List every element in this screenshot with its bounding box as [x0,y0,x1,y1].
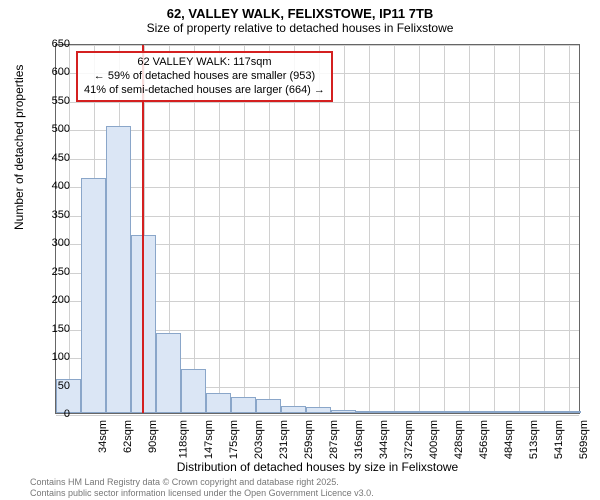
x-tick-label: 118sqm [177,420,189,458]
x-tick-label: 456sqm [478,420,490,459]
gridline-h [56,45,579,46]
x-tick-label: 231sqm [278,420,290,459]
footer-line1: Contains HM Land Registry data © Crown c… [30,477,374,487]
y-tick-label: 200 [30,294,70,306]
histogram-bar [381,411,406,413]
histogram-bar [231,397,256,413]
histogram-bar [281,406,306,413]
plot-wrap: 62 VALLEY WALK: 117sqm← 59% of detached … [55,44,580,414]
y-axis-label: Number of detached properties [12,65,26,230]
x-tick-label: 484sqm [503,420,515,459]
histogram-bar [406,411,431,413]
histogram-bar [556,411,581,413]
gridline-v [369,45,370,413]
y-tick-label: 300 [30,237,70,249]
histogram-bar [256,399,281,413]
x-axis-label: Distribution of detached houses by size … [55,460,580,474]
histogram-bar [356,411,381,413]
y-tick-label: 50 [30,380,70,392]
page-title: 62, VALLEY WALK, FELIXSTOWE, IP11 7TB [0,0,600,21]
x-tick-label: 400sqm [428,420,440,459]
gridline-v [544,45,545,413]
x-tick-label: 34sqm [97,420,109,453]
y-tick-label: 500 [30,123,70,135]
x-tick-label: 513sqm [528,420,540,459]
y-tick-label: 0 [30,408,70,420]
histogram-bar [81,178,106,413]
page-subtitle: Size of property relative to detached ho… [0,21,600,39]
gridline-h [56,415,579,416]
x-tick-label: 90sqm [147,420,159,453]
gridline-v [444,45,445,413]
annotation-line: 41% of semi-detached houses are larger (… [84,84,325,98]
histogram-bar [106,126,131,413]
y-tick-label: 250 [30,266,70,278]
histogram-bar [331,410,356,413]
gridline-v [419,45,420,413]
gridline-v [519,45,520,413]
x-tick-label: 344sqm [378,420,390,459]
x-tick-label: 569sqm [578,420,590,459]
annotation-box: 62 VALLEY WALK: 117sqm← 59% of detached … [76,51,333,102]
x-tick-label: 287sqm [328,420,340,459]
y-tick-label: 100 [30,351,70,363]
x-tick-label: 175sqm [228,420,240,459]
gridline-h [56,159,579,160]
chart-container: 62, VALLEY WALK, FELIXSTOWE, IP11 7TB Si… [0,0,600,500]
y-tick-label: 550 [30,95,70,107]
annotation-line: ← 59% of detached houses are smaller (95… [84,70,325,84]
y-tick-label: 600 [30,66,70,78]
x-tick-label: 203sqm [253,420,265,459]
plot-area: 62 VALLEY WALK: 117sqm← 59% of detached … [55,44,580,414]
histogram-bar [531,411,556,413]
x-tick-label: 428sqm [453,420,465,459]
x-tick-label: 316sqm [353,420,365,459]
histogram-bar [306,407,331,413]
x-tick-label: 372sqm [403,420,415,459]
histogram-bar [156,333,181,413]
footer: Contains HM Land Registry data © Crown c… [30,477,374,498]
histogram-bar [506,411,531,413]
x-tick-label: 62sqm [122,420,134,453]
histogram-bar [456,411,481,413]
x-tick-label: 259sqm [303,420,315,459]
y-tick-label: 450 [30,152,70,164]
x-tick-label: 541sqm [553,420,565,459]
gridline-h [56,130,579,131]
y-tick-label: 650 [30,38,70,50]
histogram-bar [481,411,506,413]
gridline-v [569,45,570,413]
histogram-bar [181,369,206,413]
y-tick-label: 350 [30,209,70,221]
gridline-v [494,45,495,413]
y-tick-label: 400 [30,180,70,192]
histogram-bar [206,393,231,413]
gridline-v [469,45,470,413]
x-tick-label: 147sqm [203,420,215,459]
gridline-v [344,45,345,413]
histogram-bar [431,411,456,413]
gridline-h [56,187,579,188]
gridline-h [56,216,579,217]
footer-line2: Contains public sector information licen… [30,488,374,498]
gridline-v [394,45,395,413]
y-tick-label: 150 [30,323,70,335]
annotation-line: 62 VALLEY WALK: 117sqm [84,56,325,70]
